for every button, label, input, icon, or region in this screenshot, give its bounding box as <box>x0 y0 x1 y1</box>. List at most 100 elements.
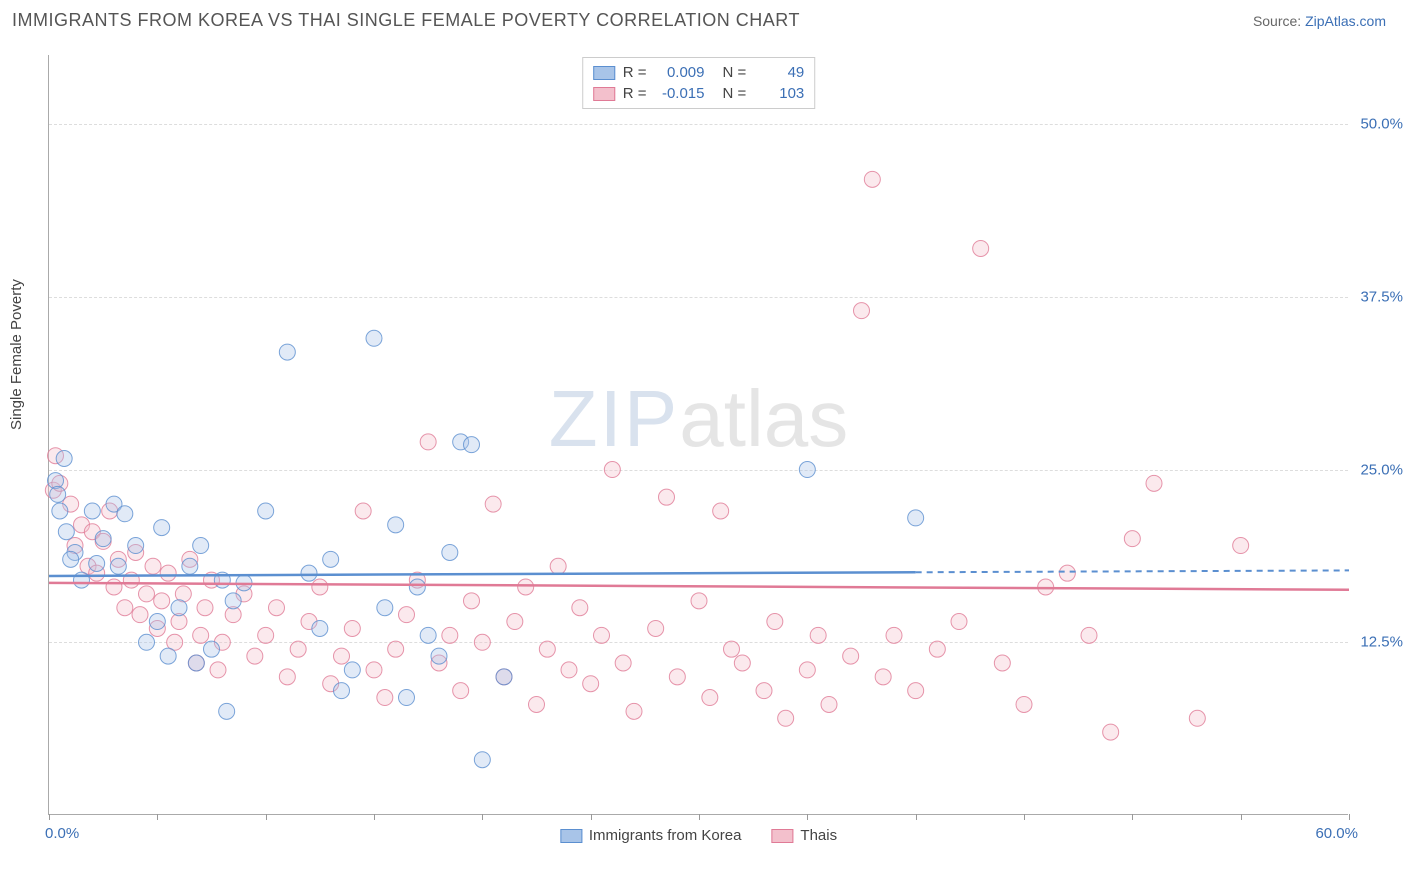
data-point <box>474 634 490 650</box>
data-point <box>843 648 859 664</box>
data-point <box>301 565 317 581</box>
r-label: R = <box>623 62 647 83</box>
data-point <box>1059 565 1075 581</box>
x-tick-label-min: 0.0% <box>45 825 79 842</box>
data-point <box>139 634 155 650</box>
data-point <box>994 655 1010 671</box>
data-point <box>854 303 870 319</box>
data-point <box>431 648 447 664</box>
legend-swatch <box>560 829 582 843</box>
data-point <box>539 641 555 657</box>
data-point <box>713 503 729 519</box>
data-point <box>1103 724 1119 740</box>
stats-legend-box: R =0.009N =49R =-0.015N =103 <box>582 57 816 109</box>
data-point <box>154 520 170 536</box>
data-point <box>56 450 72 466</box>
data-point <box>626 703 642 719</box>
data-point <box>604 462 620 478</box>
data-point <box>312 579 328 595</box>
x-tick-mark <box>591 814 592 820</box>
data-point <box>583 676 599 692</box>
data-point <box>388 517 404 533</box>
data-point <box>74 572 90 588</box>
data-point <box>951 614 967 630</box>
data-point <box>247 648 263 664</box>
data-point <box>344 620 360 636</box>
chart-title: IMMIGRANTS FROM KOREA VS THAI SINGLE FEM… <box>12 10 800 31</box>
data-point <box>724 641 740 657</box>
data-point <box>334 683 350 699</box>
data-point <box>1124 531 1140 547</box>
data-point <box>377 690 393 706</box>
data-point <box>908 510 924 526</box>
legend-label: Immigrants from Korea <box>589 827 742 844</box>
data-point <box>550 558 566 574</box>
x-tick-mark <box>374 814 375 820</box>
source-attribution: Source: ZipAtlas.com <box>1253 13 1386 29</box>
bottom-legend: Immigrants from Korea Thais <box>560 827 837 844</box>
data-point <box>50 486 66 502</box>
data-point <box>145 558 161 574</box>
data-point <box>193 627 209 643</box>
data-point <box>399 607 415 623</box>
source-link[interactable]: ZipAtlas.com <box>1305 13 1386 29</box>
data-point <box>269 600 285 616</box>
data-point <box>442 544 458 560</box>
data-point <box>106 579 122 595</box>
data-point <box>734 655 750 671</box>
x-tick-mark <box>1349 814 1350 820</box>
data-point <box>84 503 100 519</box>
data-point <box>886 627 902 643</box>
data-point <box>529 696 545 712</box>
data-point <box>149 614 165 630</box>
data-point <box>973 240 989 256</box>
data-point <box>409 579 425 595</box>
data-point <box>258 503 274 519</box>
y-tick-label: 25.0% <box>1360 461 1403 478</box>
data-point <box>399 690 415 706</box>
data-point <box>323 551 339 567</box>
data-point <box>821 696 837 712</box>
data-point <box>290 641 306 657</box>
data-point <box>182 558 198 574</box>
data-point <box>171 600 187 616</box>
data-point <box>572 600 588 616</box>
x-tick-mark <box>266 814 267 820</box>
data-point <box>204 641 220 657</box>
data-point <box>225 593 241 609</box>
x-tick-mark <box>49 814 50 820</box>
x-tick-mark <box>1132 814 1133 820</box>
data-point <box>669 669 685 685</box>
data-point <box>756 683 772 699</box>
y-axis-label: Single Female Poverty <box>8 279 25 430</box>
legend-item: Thais <box>771 827 837 844</box>
data-point <box>799 662 815 678</box>
data-point <box>344 662 360 678</box>
data-point <box>702 690 718 706</box>
n-value: 103 <box>754 83 804 104</box>
data-point <box>929 641 945 657</box>
data-point <box>219 703 235 719</box>
data-point <box>864 171 880 187</box>
x-tick-mark <box>807 814 808 820</box>
data-point <box>160 648 176 664</box>
data-point <box>778 710 794 726</box>
y-tick-label: 50.0% <box>1360 116 1403 133</box>
data-point <box>193 538 209 554</box>
r-value: -0.015 <box>655 83 705 104</box>
data-point <box>485 496 501 512</box>
data-point <box>95 531 111 547</box>
data-point <box>1081 627 1097 643</box>
header: IMMIGRANTS FROM KOREA VS THAI SINGLE FEM… <box>0 0 1406 36</box>
r-label: R = <box>623 83 647 104</box>
x-tick-mark <box>1241 814 1242 820</box>
data-point <box>197 600 213 616</box>
n-label: N = <box>723 62 747 83</box>
data-point <box>279 669 295 685</box>
data-point <box>496 669 512 685</box>
legend-item: Immigrants from Korea <box>560 827 742 844</box>
x-tick-mark <box>699 814 700 820</box>
data-point <box>117 600 133 616</box>
data-point <box>279 344 295 360</box>
x-tick-mark <box>916 814 917 820</box>
